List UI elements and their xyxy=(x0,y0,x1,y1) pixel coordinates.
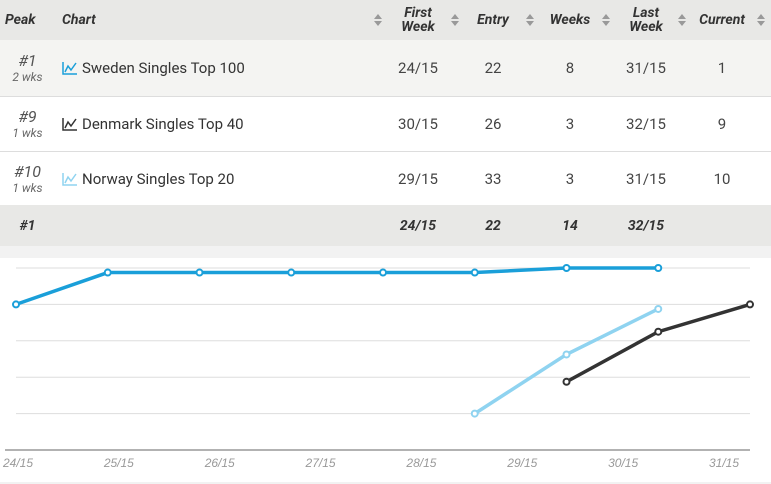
entry: 22 xyxy=(484,59,502,77)
data-point xyxy=(287,268,296,277)
x-tick-label: 26/15 xyxy=(204,456,235,470)
current: 9 xyxy=(717,115,727,133)
chart-icon[interactable] xyxy=(62,61,78,75)
x-tick-label: 27/15 xyxy=(305,456,336,470)
x-tick-label: 24/15 xyxy=(2,456,33,470)
chart-name[interactable]: Sweden Singles Top 100 xyxy=(82,59,245,77)
column-header: First Week xyxy=(401,5,435,35)
first-week: 24/15 xyxy=(398,59,438,77)
peak-cell: #10 1 wks xyxy=(0,152,55,205)
current: 1 xyxy=(717,59,727,77)
chart-name[interactable]: Denmark Singles Top 40 xyxy=(82,115,244,133)
chart-name[interactable]: Norway Singles Top 20 xyxy=(82,169,235,188)
series-line xyxy=(565,302,751,384)
x-tick-label: 29/15 xyxy=(506,456,537,470)
chart-icon[interactable] xyxy=(62,172,78,186)
weeks: 3 xyxy=(565,115,575,133)
footer-weeks: 14 xyxy=(562,217,578,234)
data-point xyxy=(12,300,20,309)
data-point xyxy=(103,268,112,277)
column-header: Last Week xyxy=(629,5,663,35)
series-line xyxy=(15,266,659,307)
sort-icon[interactable] xyxy=(602,14,610,26)
footer-band xyxy=(0,205,771,246)
x-tick-label: 28/15 xyxy=(405,456,436,470)
sort-icon[interactable] xyxy=(678,14,686,26)
column-header: Weeks xyxy=(549,12,591,28)
footer-peak: #1 xyxy=(19,217,36,234)
data-point xyxy=(562,377,571,386)
header-band xyxy=(0,0,771,40)
current: 10 xyxy=(713,169,731,188)
last-week: 31/15 xyxy=(626,59,666,77)
x-tick-label: 31/15 xyxy=(709,456,739,470)
chart-cell: Denmark Singles Top 40 xyxy=(62,97,244,151)
data-point xyxy=(562,264,571,272)
data-point xyxy=(562,350,571,359)
chart-cell: Sweden Singles Top 100 xyxy=(62,40,245,96)
column-header: Chart xyxy=(62,12,96,28)
first-week: 30/15 xyxy=(398,115,438,133)
data-point xyxy=(654,304,663,313)
footer-first-week: 24/15 xyxy=(399,217,437,234)
chart: 24/15 25/15 26/15 27/15 28/15 29/15 30/15 31/15 xyxy=(0,258,771,482)
data-point xyxy=(195,268,204,277)
x-tick-label: 25/15 xyxy=(103,456,134,470)
last-week: 32/15 xyxy=(626,115,666,133)
data-point xyxy=(654,264,663,272)
weeks-at-peak: 1 wks xyxy=(12,126,43,140)
row-band xyxy=(0,97,771,152)
last-week: 31/15 xyxy=(626,169,666,188)
data-point xyxy=(746,300,754,309)
row-band xyxy=(0,152,771,205)
peak-cell: #9 1 wks xyxy=(0,97,55,151)
column-header: Current xyxy=(699,12,745,28)
data-point xyxy=(379,268,387,277)
data-point xyxy=(654,327,663,336)
peak: #9 xyxy=(18,107,37,126)
sort-icon[interactable] xyxy=(757,14,765,26)
sort-icon[interactable] xyxy=(374,14,382,26)
column-header: Entry xyxy=(477,12,509,28)
peak: #1 xyxy=(18,51,37,70)
column-header: Peak xyxy=(5,12,36,28)
row-band xyxy=(0,40,771,97)
weeks-at-peak: 2 wks xyxy=(12,70,43,84)
first-week: 29/15 xyxy=(398,169,438,188)
chart-icon[interactable] xyxy=(62,117,78,131)
data-point xyxy=(470,409,479,418)
entry: 33 xyxy=(484,169,502,188)
chart-cell: Norway Singles Top 20 xyxy=(62,152,234,205)
entry: 26 xyxy=(484,115,502,133)
data-point xyxy=(470,268,479,277)
peak-cell: #1 2 wks xyxy=(0,40,55,96)
series-line xyxy=(473,307,660,416)
peak: #10 xyxy=(14,161,41,181)
footer-last-week: 32/15 xyxy=(627,217,665,234)
sort-icon[interactable] xyxy=(451,14,459,26)
weeks: 3 xyxy=(565,169,575,188)
footer-entry: 22 xyxy=(485,217,501,234)
x-tick-label: 30/15 xyxy=(608,456,638,470)
weeks: 8 xyxy=(565,59,575,77)
weeks-at-peak: 1 wks xyxy=(12,180,43,195)
sort-icon[interactable] xyxy=(526,14,534,26)
